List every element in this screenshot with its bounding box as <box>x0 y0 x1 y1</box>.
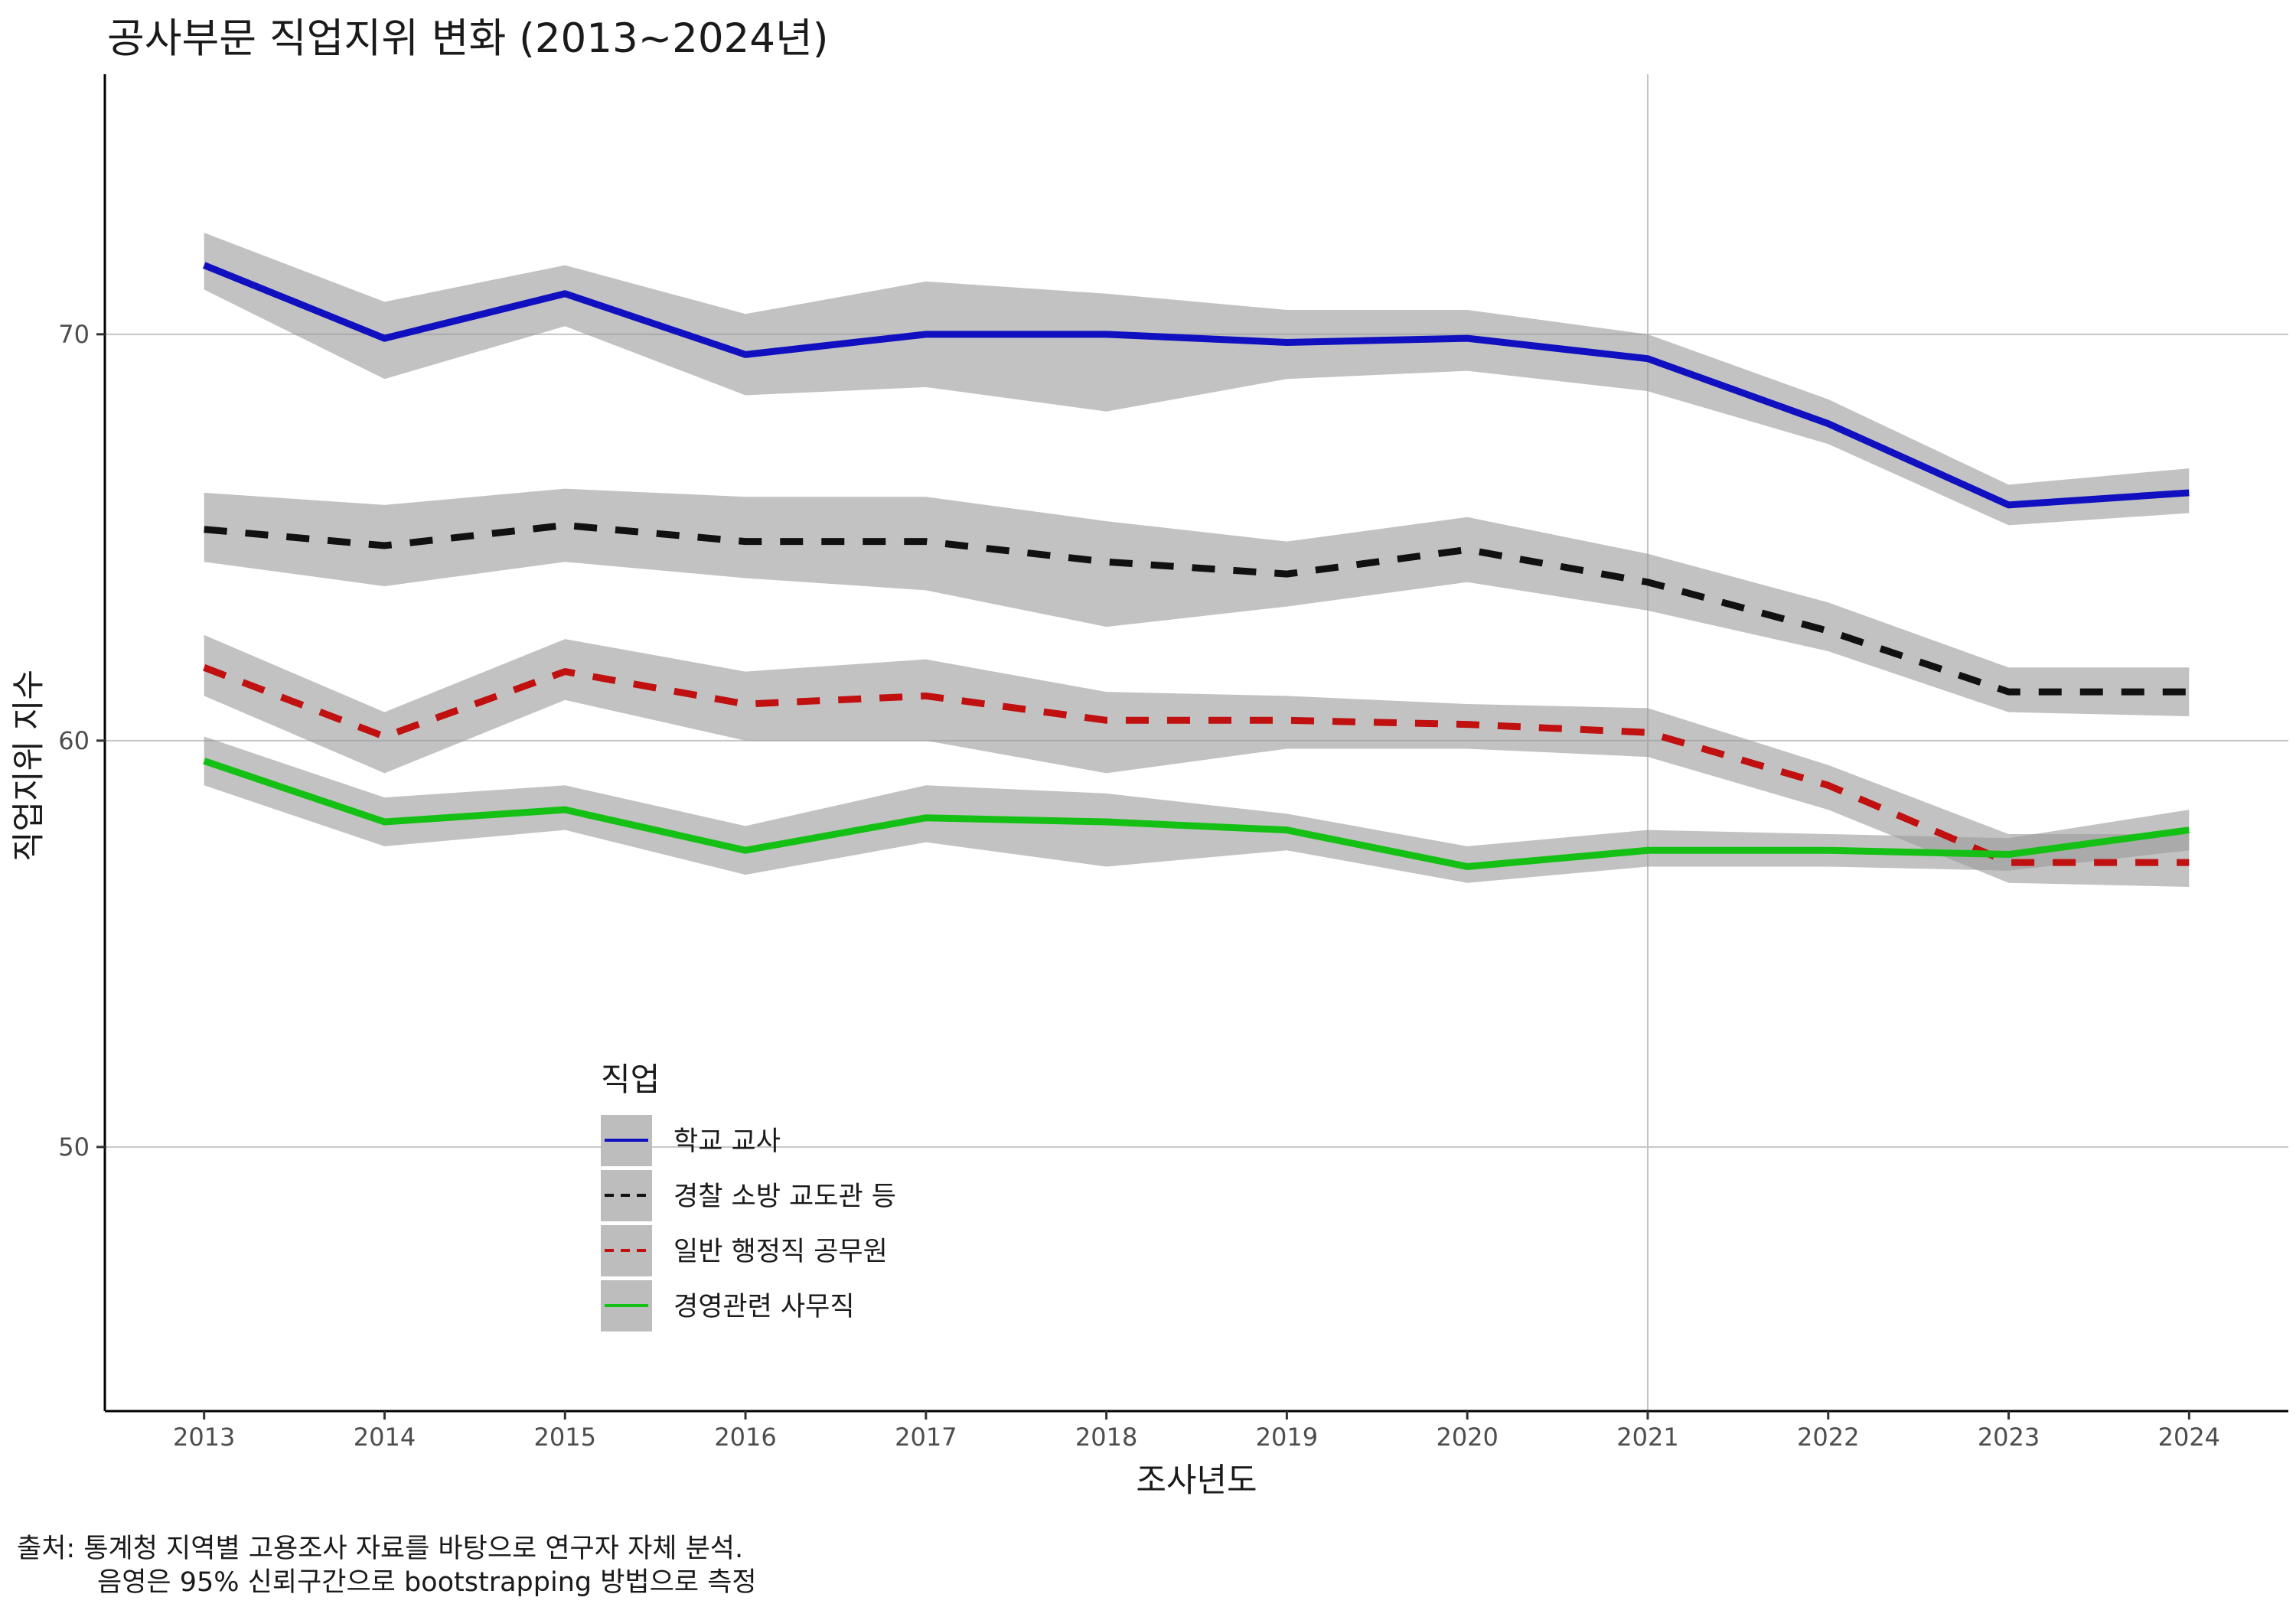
legend-label-1: 학교 교사 <box>673 1126 781 1157</box>
confidence-band-3 <box>204 634 2190 888</box>
x-tick-label: 2022 <box>1797 1423 1859 1452</box>
legend-label-4: 경영관련 사무직 <box>673 1292 855 1322</box>
confidence-bands <box>204 233 2190 888</box>
confidence-band-4 <box>204 736 2190 883</box>
x-tick-label: 2016 <box>714 1423 776 1452</box>
legend-label-2: 경찰 소방 교도관 등 <box>673 1182 896 1212</box>
y-tick-label: 60 <box>58 726 90 755</box>
chart-title: 공사부문 직업지위 변화 (2013~2024년) <box>107 15 829 62</box>
series-lines <box>202 262 2190 870</box>
legend-label-3: 일반 행정직 공무원 <box>673 1237 888 1267</box>
x-tick-label: 2014 <box>354 1423 416 1452</box>
x-tick-label: 2018 <box>1075 1423 1137 1452</box>
caption-line-2: 음영은 95% 신뢰구간으로 bootstrapping 방법으로 측정 <box>97 1567 757 1598</box>
x-tick-label: 2023 <box>1978 1423 2040 1452</box>
series-line-3 <box>203 664 2190 866</box>
x-tick-label: 2017 <box>895 1423 957 1452</box>
x-tick-label: 2013 <box>173 1423 235 1452</box>
x-tick-label: 2015 <box>534 1423 596 1452</box>
axes: 50 60 70 2013 2014 2015 2016 2017 2018 2019 2020 20… <box>58 74 2288 1452</box>
y-tick-label: 50 <box>58 1133 90 1162</box>
confidence-band-1 <box>204 233 2190 526</box>
series-line-1 <box>202 262 2190 509</box>
caption-line-1: 출처: 통계청 지역별 고용조사 자료를 바탕으로 연구자 자체 분석. <box>17 1534 744 1564</box>
confidence-band-2 <box>204 488 2190 716</box>
y-axis-label: 직업지위 지수 <box>10 670 48 862</box>
x-tick-label: 2020 <box>1436 1423 1498 1452</box>
x-axis-label: 조사년도 <box>1136 1462 1257 1500</box>
series-line-4 <box>203 758 2190 870</box>
caption: 출처: 통계청 지역별 고용조사 자료를 바탕으로 연구자 자체 분석. 음영은… <box>17 1532 757 1599</box>
x-tick-label: 2021 <box>1616 1423 1678 1452</box>
x-tick-label: 2019 <box>1256 1423 1318 1452</box>
x-tick-label: 2024 <box>2158 1423 2220 1452</box>
y-tick-label: 70 <box>58 320 90 349</box>
legend-title: 직업 <box>601 1061 660 1098</box>
series-line-2 <box>204 521 2190 696</box>
